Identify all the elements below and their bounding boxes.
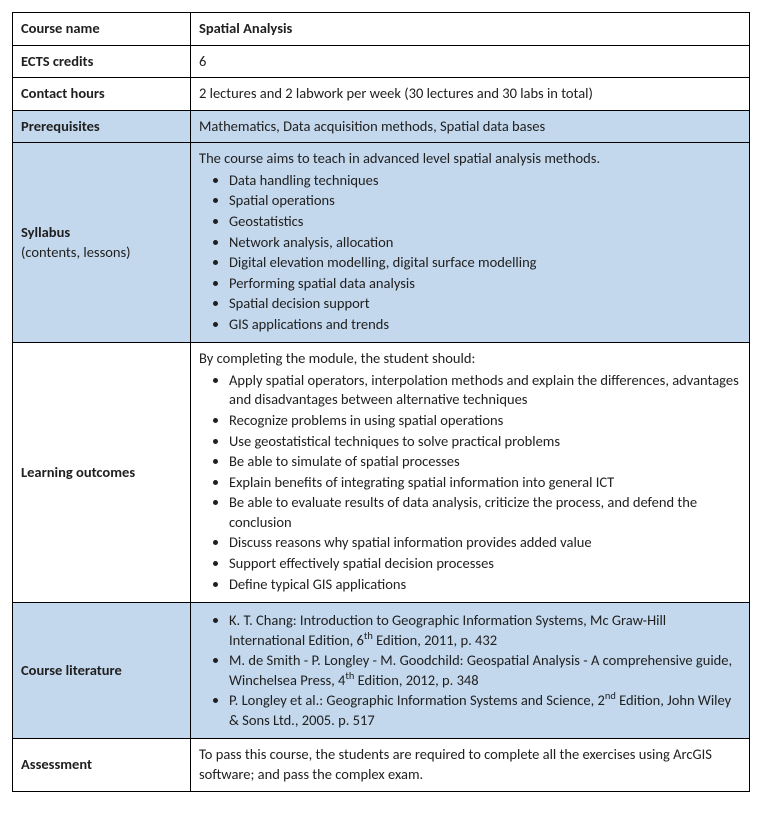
list-item: Apply spatial operators, interpolation m…: [229, 371, 741, 410]
value-course-name: Spatial Analysis: [191, 13, 750, 46]
value-assessment: To pass this course, the students are re…: [191, 739, 750, 791]
row-literature: Course literature K. T. Chang: Introduct…: [13, 603, 750, 739]
row-outcomes: Learning outcomes By completing the modu…: [13, 343, 750, 603]
row-contact: Contact hours 2 lectures and 2 labwork p…: [13, 78, 750, 111]
label-prereq: Prerequisites: [13, 110, 191, 143]
list-item: Network analysis, allocation: [229, 233, 741, 253]
value-syllabus: The course aims to teach in advanced lev…: [191, 143, 750, 343]
value-ects: 6: [191, 45, 750, 78]
label-outcomes: Learning outcomes: [13, 343, 191, 603]
course-table: Course name Spatial Analysis ECTS credit…: [12, 12, 750, 792]
list-item: Spatial operations: [229, 191, 741, 211]
label-contact: Contact hours: [13, 78, 191, 111]
value-literature: K. T. Chang: Introduction to Geographic …: [191, 603, 750, 739]
list-item: Performing spatial data analysis: [229, 274, 741, 294]
label-assessment: Assessment: [13, 739, 191, 791]
label-syllabus: Syllabus (contents, lessons): [13, 143, 191, 343]
list-item: Define typical GIS applications: [229, 575, 741, 595]
list-item: Data handling techniques: [229, 171, 741, 191]
list-item: Use geostatistical techniques to solve p…: [229, 432, 741, 452]
label-ects: ECTS credits: [13, 45, 191, 78]
list-item: Be able to evaluate results of data anal…: [229, 493, 741, 532]
list-item: Spatial decision support: [229, 294, 741, 314]
label-literature: Course literature: [13, 603, 191, 739]
list-item: Recognize problems in using spatial oper…: [229, 411, 741, 431]
label-syllabus-sub: (contents, lessons): [21, 243, 182, 263]
syllabus-intro: The course aims to teach in advanced lev…: [199, 149, 741, 169]
value-outcomes: By completing the module, the student sh…: [191, 343, 750, 603]
list-item: Discuss reasons why spatial information …: [229, 533, 741, 553]
row-syllabus: Syllabus (contents, lessons) The course …: [13, 143, 750, 343]
row-ects: ECTS credits 6: [13, 45, 750, 78]
list-item: Support effectively spatial decision pro…: [229, 554, 741, 574]
row-prereq: Prerequisites Mathematics, Data acquisit…: [13, 110, 750, 143]
outcomes-list: Apply spatial operators, interpolation m…: [199, 371, 741, 594]
value-prereq: Mathematics, Data acquisition methods, S…: [191, 110, 750, 143]
list-item: M. de Smith - P. Longley - M. Goodchild:…: [229, 651, 741, 690]
list-item: Digital elevation modelling, digital sur…: [229, 253, 741, 273]
row-assessment: Assessment To pass this course, the stud…: [13, 739, 750, 791]
row-course-name: Course name Spatial Analysis: [13, 13, 750, 46]
syllabus-list: Data handling techniquesSpatial operatio…: [199, 171, 741, 335]
list-item: P. Longley et al.: Geographic Informatio…: [229, 691, 741, 730]
outcomes-intro: By completing the module, the student sh…: [199, 349, 741, 369]
value-contact: 2 lectures and 2 labwork per week (30 le…: [191, 78, 750, 111]
list-item: GIS applications and trends: [229, 315, 741, 335]
literature-list: K. T. Chang: Introduction to Geographic …: [199, 611, 741, 730]
list-item: Explain benefits of integrating spatial …: [229, 473, 741, 493]
label-course-name: Course name: [13, 13, 191, 46]
list-item: K. T. Chang: Introduction to Geographic …: [229, 611, 741, 650]
list-item: Be able to simulate of spatial processes: [229, 452, 741, 472]
label-syllabus-main: Syllabus: [21, 223, 70, 241]
list-item: Geostatistics: [229, 212, 741, 232]
